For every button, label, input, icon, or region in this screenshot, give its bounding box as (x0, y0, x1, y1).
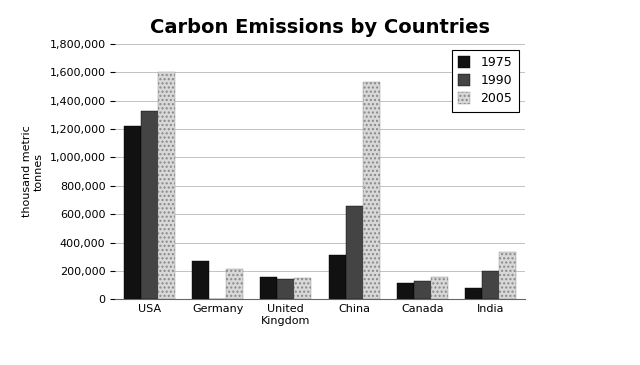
Bar (192, 261, 209, 299)
Bar (363, 82, 380, 299)
Bar (260, 277, 277, 299)
Bar (431, 277, 448, 299)
Bar (328, 255, 346, 299)
Bar (482, 271, 499, 299)
Bar (499, 253, 516, 299)
Title: Carbon Emissions by Countries: Carbon Emissions by Countries (150, 18, 490, 37)
Bar (226, 269, 243, 299)
Bar (124, 126, 141, 299)
Legend: 1975, 1990, 2005: 1975, 1990, 2005 (452, 50, 518, 112)
Bar (465, 288, 482, 299)
Bar (141, 111, 158, 299)
Bar (397, 283, 414, 299)
Bar (346, 205, 363, 299)
Bar (414, 281, 431, 299)
Bar (158, 72, 175, 299)
Y-axis label: thousand metric
tonnes: thousand metric tonnes (22, 126, 44, 218)
Bar (294, 278, 312, 299)
Bar (277, 280, 294, 299)
